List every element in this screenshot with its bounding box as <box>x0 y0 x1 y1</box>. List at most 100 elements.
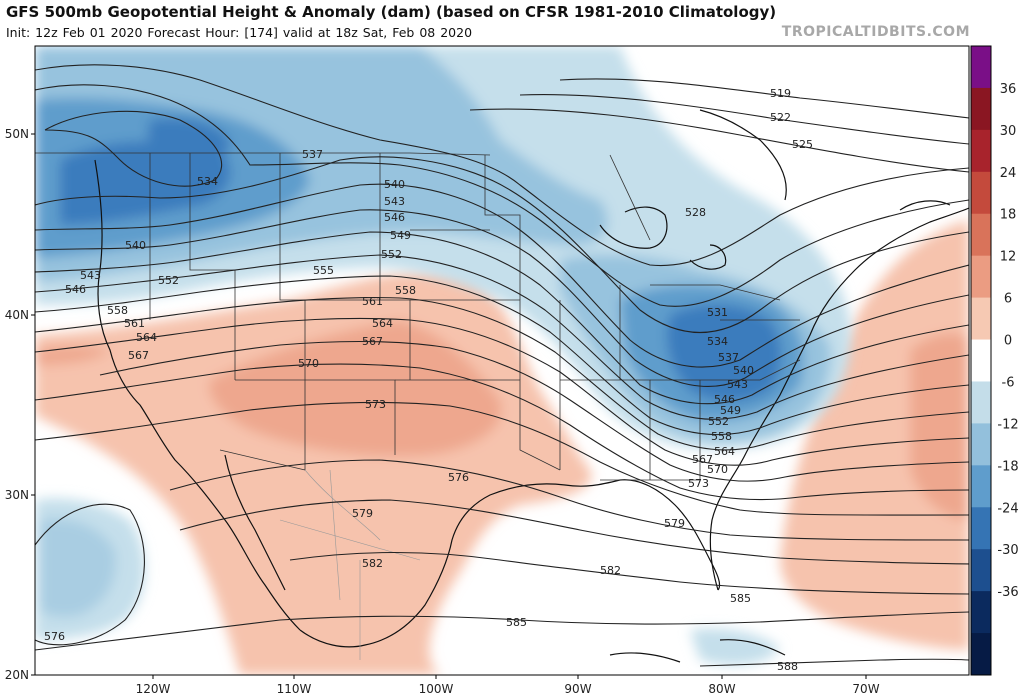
colorbar-swatch <box>971 507 991 550</box>
colorbar-swatch <box>971 297 991 341</box>
contour-label: 573 <box>365 398 386 411</box>
colorbar-swatch <box>971 213 991 257</box>
contour-label: 540 <box>384 178 405 191</box>
contour-label: 570 <box>707 463 728 476</box>
colorbar-label: 12 <box>1000 250 1017 265</box>
contour-label: 528 <box>685 206 706 219</box>
colorbar-label: -24 <box>997 501 1018 516</box>
contour-label: 561 <box>124 317 145 330</box>
contour-label: 567 <box>692 453 713 466</box>
warm-anomaly-region <box>35 220 969 675</box>
colorbar-label: -12 <box>997 417 1018 432</box>
contour-label: 552 <box>708 415 729 428</box>
contour-label: 567 <box>128 349 149 362</box>
contour-label: 564 <box>714 445 735 458</box>
mexico-borders <box>279 469 421 660</box>
contour-label: 549 <box>720 404 741 417</box>
colorbar-swatch <box>971 87 991 131</box>
contour-label: 540 <box>733 364 754 377</box>
contour-label: 546 <box>65 283 86 296</box>
colorbar-swatch <box>971 549 991 592</box>
contour-label: 576 <box>44 630 65 643</box>
contour-label: 546 <box>384 211 405 224</box>
colorbar-label: -30 <box>997 543 1018 558</box>
longitude-label: 110W <box>277 682 312 696</box>
contour-label: 558 <box>395 284 416 297</box>
colorbar-swatch <box>971 46 991 89</box>
latitude-label: 40N <box>5 308 29 322</box>
contour-label: 570 <box>298 357 319 370</box>
cold-anomaly-region <box>35 46 851 666</box>
contour-label: 537 <box>302 148 323 161</box>
contour-label: 567 <box>362 335 383 348</box>
colorbar-label: 18 <box>1000 208 1017 223</box>
colorbar-label: 24 <box>1000 166 1017 181</box>
contour-label: 585 <box>730 592 751 605</box>
colorbar-swatch <box>971 633 991 676</box>
colorbar-label: -6 <box>1002 375 1015 390</box>
contour-label: 552 <box>158 274 179 287</box>
latitude-label: 20N <box>5 668 29 682</box>
contour-label: 579 <box>664 517 685 530</box>
contour-label: 576 <box>448 471 469 484</box>
contour-label: 585 <box>506 616 527 629</box>
chart-title: GFS 500mb Geopotential Height & Anomaly … <box>6 3 777 21</box>
contour-label: 582 <box>362 557 383 570</box>
contour-label: 537 <box>718 351 739 364</box>
colorbar-swatch <box>971 255 991 299</box>
contour-label: 546 <box>714 393 735 406</box>
longitude-label: 120W <box>136 682 171 696</box>
contour-label: 579 <box>352 507 373 520</box>
contour-label: 582 <box>600 564 621 577</box>
contour-label: 534 <box>707 335 728 348</box>
latitude-label: 30N <box>5 488 29 502</box>
colorbar-swatch <box>971 381 991 424</box>
contour-label: 543 <box>80 269 101 282</box>
longitude-label: 100W <box>419 682 454 696</box>
brand-watermark: TROPICALTIDBITS.COM <box>781 24 970 40</box>
contour-label: 588 <box>777 660 798 673</box>
contour-label: 558 <box>711 430 732 443</box>
contour-label: 561 <box>362 295 383 308</box>
colorbar-swatch <box>971 129 991 173</box>
height-contours <box>35 64 969 667</box>
contour-label: 519 <box>770 87 791 100</box>
contour-label: 552 <box>381 248 402 261</box>
contour-label: 540 <box>125 239 146 252</box>
contour-label: 543 <box>384 195 405 208</box>
longitude-label: 70W <box>852 682 879 696</box>
contour-label: 525 <box>792 138 813 151</box>
colorbar-label: -36 <box>997 585 1018 600</box>
map-frame <box>34 45 970 676</box>
contour-label: 534 <box>197 175 218 188</box>
latitude-axis: 50N 40N 30N 20N <box>5 127 35 682</box>
contour-label: 549 <box>390 229 411 242</box>
longitude-label: 80W <box>708 682 735 696</box>
contour-label: 522 <box>770 111 791 124</box>
contour-label: 555 <box>313 264 334 277</box>
colorbar-label: 6 <box>1004 292 1012 307</box>
longitude-axis: 120W 110W 100W 90W 80W 70W <box>136 675 880 696</box>
contour-label: 558 <box>107 304 128 317</box>
colorbar-swatch <box>971 423 991 466</box>
forecast-subtitle: Init: 12z Feb 01 2020 Forecast Hour: [17… <box>6 25 473 40</box>
anomaly-shading: 519 522 525 528 531 534 537 540 543 546 … <box>35 46 969 675</box>
contour-label: 564 <box>372 317 393 330</box>
colorbar-swatch <box>971 171 991 215</box>
contour-label: 573 <box>688 477 709 490</box>
contour-label: 543 <box>727 378 748 391</box>
colorbar-label: -18 <box>997 459 1018 474</box>
colorbar: 36 30 24 18 12 6 0 -6 -12 -18 -24 -30 -36 <box>970 45 1019 676</box>
colorbar-label: 36 <box>1000 82 1017 97</box>
colorbar-label: 0 <box>1004 334 1012 349</box>
colorbar-swatch <box>971 339 991 382</box>
contour-label: 531 <box>707 306 728 319</box>
latitude-label: 50N <box>5 127 29 141</box>
colorbar-swatch <box>971 591 991 634</box>
colorbar-swatch <box>971 465 991 508</box>
longitude-label: 90W <box>564 682 591 696</box>
contour-labels: 519 522 525 528 531 534 537 540 543 546 … <box>44 87 813 673</box>
colorbar-label: 30 <box>1000 124 1017 139</box>
contour-label: 564 <box>136 331 157 344</box>
